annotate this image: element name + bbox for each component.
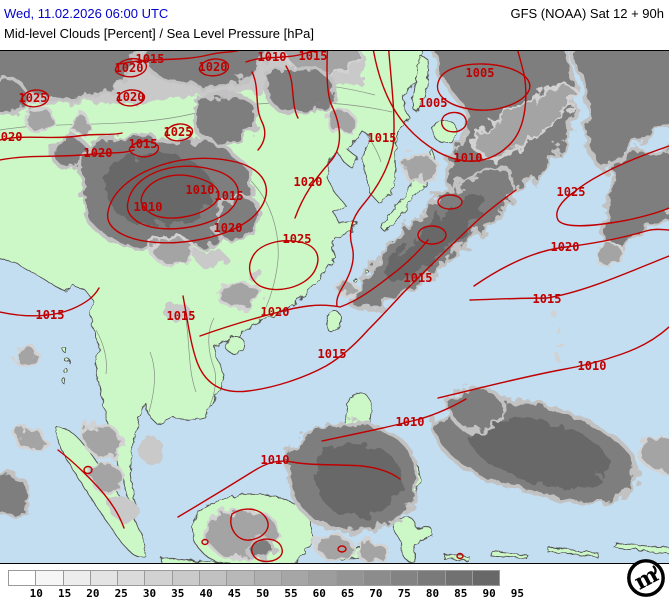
isobar-label: 1020: [116, 90, 145, 104]
isobar-label: 1010: [396, 415, 425, 429]
legend-swatch: [362, 570, 392, 586]
isobar-label: 1015: [404, 271, 433, 285]
legend-tick-label: 70: [369, 587, 383, 600]
isobar-label: 1020: [551, 240, 580, 254]
cloud-cover-legend: 10 15 20 25 30 35 40 45 50 55 60 65 70 75 80 85 90 95: [0, 569, 669, 600]
legend-tick-label: 20: [86, 587, 100, 600]
legend-swatch: [35, 570, 64, 586]
isobar-label: 1020: [294, 175, 323, 189]
isobar-label: 1015: [318, 347, 347, 361]
legend-color-bar: [8, 570, 501, 586]
legend-swatch: [226, 570, 255, 586]
map-title: Mid-level Clouds [Percent] / Sea Level P…: [4, 26, 314, 41]
isobar-label: 1025: [283, 232, 312, 246]
logo-prime-mark: [652, 565, 657, 575]
legend-tick-label: 15: [57, 587, 72, 600]
legend-tick-label: 40: [199, 587, 213, 600]
legend-swatch: [89, 570, 119, 586]
site-logo[interactable]: m: [625, 557, 667, 599]
weather-map: 1015101010151020102010251020100510051020…: [0, 51, 669, 563]
legend-swatch: [62, 570, 91, 586]
legend-tick-label: 25: [114, 587, 128, 600]
isobar-label: 1020: [261, 305, 290, 319]
clouds-group: [0, 51, 669, 563]
legend-swatch: [199, 570, 228, 586]
isobar-label: 1020: [214, 221, 243, 235]
legend-swatch: [144, 570, 173, 586]
legend-swatch: [390, 570, 419, 586]
legend-swatch: [280, 570, 310, 586]
legend-tick-label: 60: [312, 587, 326, 600]
legend-tick-label: 45: [227, 587, 242, 600]
isobar-label: 1010: [134, 200, 163, 214]
legend-tick-label: 30: [142, 587, 157, 600]
legend-swatch: [171, 570, 201, 586]
isobar-label: 1010: [454, 151, 483, 165]
legend-tick-label: 35: [171, 587, 185, 600]
legend-swatch: [444, 570, 474, 586]
isobar-label: 1015: [368, 131, 397, 145]
legend-swatch: [472, 570, 501, 586]
legend-swatch: [8, 570, 37, 586]
isobar-label: 1020: [115, 61, 144, 75]
legend-tick-label: 90: [482, 587, 496, 600]
legend-tick-label: 85: [454, 587, 468, 600]
isobar-label: 1010: [578, 359, 607, 373]
legend-swatch: [253, 570, 282, 586]
header: Wed, 11.02.2026 06:00 UTC GFS (NOAA) Sat…: [0, 0, 669, 50]
isobar-label: 1020: [199, 60, 228, 74]
isobar-label: 1015: [215, 189, 244, 203]
isobar-label: 1025: [557, 185, 586, 199]
isobar-label: 1010: [261, 453, 290, 467]
isobar-label: 1015: [167, 309, 196, 323]
isobar-label: 1010: [186, 183, 215, 197]
legend-tick-label: 95: [510, 587, 525, 600]
isobar-label: 1010: [258, 51, 287, 64]
isobar-label: 1005: [419, 96, 448, 110]
isobar-label: 1015: [129, 137, 158, 151]
header-datetime: Wed, 11.02.2026 06:00 UTC: [4, 6, 169, 21]
legend-tick-label: 55: [284, 587, 298, 600]
map-frame: 1015101010151020102010251020100510051020…: [0, 50, 669, 564]
header-model-run: GFS (NOAA) Sat 12 + 90h: [510, 6, 664, 21]
legend-tick-label: 50: [256, 587, 270, 600]
isobars-group: [0, 51, 669, 563]
legend-tick-label: 75: [397, 587, 411, 600]
isobar-label: 1025: [164, 125, 193, 139]
isobar-label: 1020: [84, 146, 113, 160]
isobar-label: 1015: [299, 51, 328, 63]
isobar-labels-group: 1015101010151020102010251020100510051020…: [0, 51, 606, 467]
isobar-label: 1005: [466, 66, 495, 80]
isobar-label: 1025: [19, 91, 48, 105]
legend-swatch: [335, 570, 364, 586]
isobar-label: 1015: [36, 308, 65, 322]
legend-tick-label: 10: [29, 587, 43, 600]
legend-swatch: [308, 570, 337, 586]
legend-tick-label: 80: [425, 587, 440, 600]
legend-swatch: [117, 570, 146, 586]
isobar-label: 1015: [533, 292, 562, 306]
legend-swatch: [417, 570, 446, 586]
legend-tick-label: 65: [340, 587, 355, 600]
isobar-label: 1015: [136, 52, 165, 66]
isobar-label: 1020: [0, 130, 22, 144]
